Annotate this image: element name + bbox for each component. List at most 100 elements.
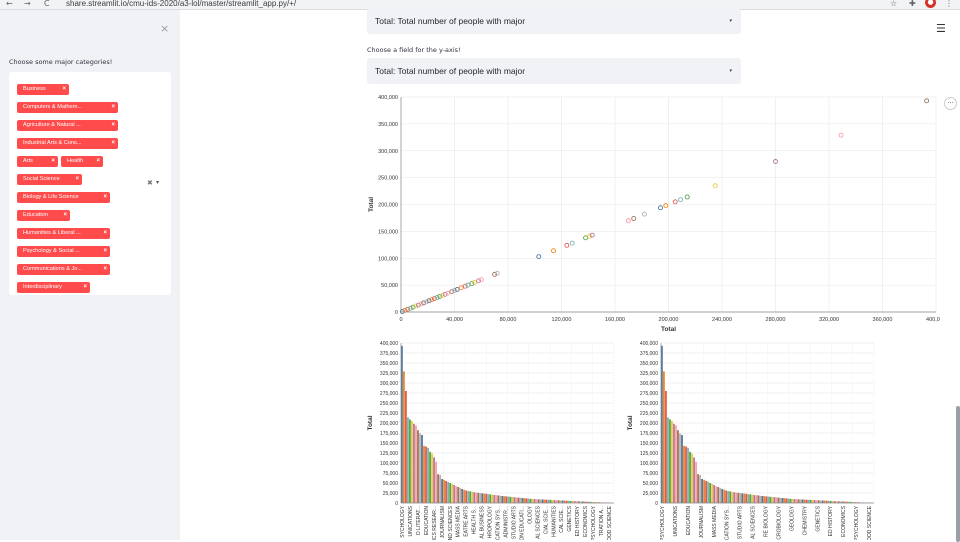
bar[interactable]: [560, 500, 562, 503]
category-multiselect[interactable]: Business×Computers & Mathem...×Agricultu…: [9, 72, 171, 295]
scatter-point[interactable]: [685, 195, 689, 199]
bar[interactable]: [737, 493, 739, 503]
extension-icon[interactable]: ✚: [909, 0, 916, 8]
bar[interactable]: [508, 497, 510, 503]
bar[interactable]: [457, 487, 459, 503]
bar[interactable]: [671, 421, 673, 503]
bar-chart-right[interactable]: 025,00050,00075,000100,000125,000150,000…: [620, 338, 880, 540]
bar[interactable]: [546, 500, 548, 503]
scatter-point[interactable]: [673, 200, 677, 204]
back-icon[interactable]: ←: [6, 0, 13, 8]
y-field-select[interactable]: Total: Total number of people with major…: [367, 58, 741, 84]
bar[interactable]: [501, 496, 503, 503]
bar[interactable]: [415, 425, 417, 503]
bar[interactable]: [761, 496, 763, 503]
bar[interactable]: [437, 474, 439, 503]
chip-remove-icon[interactable]: ×: [62, 84, 66, 95]
bar[interactable]: [409, 419, 411, 503]
scatter-point[interactable]: [658, 206, 662, 210]
bar[interactable]: [429, 452, 431, 503]
bar[interactable]: [443, 480, 445, 503]
chip-remove-icon[interactable]: ×: [111, 138, 115, 149]
bar[interactable]: [745, 494, 747, 503]
bar[interactable]: [497, 495, 499, 503]
bar[interactable]: [461, 489, 463, 503]
menu-icon[interactable]: ☰: [936, 22, 946, 35]
bar[interactable]: [473, 492, 475, 503]
bar[interactable]: [770, 497, 772, 503]
scatter-point[interactable]: [679, 198, 683, 202]
bar[interactable]: [439, 475, 441, 503]
bar[interactable]: [820, 500, 822, 503]
scatter-point[interactable]: [459, 286, 463, 290]
bar[interactable]: [520, 498, 522, 503]
bar[interactable]: [679, 433, 681, 503]
scatter-point[interactable]: [632, 216, 636, 220]
chip-remove-icon[interactable]: ×: [103, 192, 107, 203]
chip-remove-icon[interactable]: ×: [83, 282, 87, 293]
bar[interactable]: [431, 453, 433, 503]
scatter-point[interactable]: [570, 241, 574, 245]
bar[interactable]: [554, 500, 556, 503]
bar[interactable]: [788, 499, 790, 503]
bar[interactable]: [489, 494, 491, 503]
bar[interactable]: [463, 490, 465, 503]
scatter-point[interactable]: [626, 219, 630, 223]
bar[interactable]: [776, 497, 778, 503]
bar[interactable]: [417, 430, 419, 503]
bar[interactable]: [824, 501, 826, 503]
bar[interactable]: [741, 493, 743, 503]
forward-icon[interactable]: →: [24, 0, 31, 8]
scatter-point[interactable]: [839, 133, 843, 137]
bar[interactable]: [709, 483, 711, 503]
scatter-point[interactable]: [664, 204, 668, 208]
chip-remove-icon[interactable]: ×: [103, 228, 107, 239]
bar[interactable]: [699, 475, 701, 503]
bar[interactable]: [685, 447, 687, 503]
bar[interactable]: [477, 493, 479, 503]
bar[interactable]: [763, 496, 765, 503]
bar[interactable]: [735, 493, 737, 503]
bar[interactable]: [451, 484, 453, 503]
bar[interactable]: [810, 500, 812, 503]
bar[interactable]: [713, 485, 715, 503]
chart-actions-icon[interactable]: ···: [944, 97, 957, 110]
star-icon[interactable]: ☆: [890, 0, 897, 8]
bar[interactable]: [818, 500, 820, 503]
bar[interactable]: [667, 417, 669, 503]
clear-all-icon[interactable]: ✖: [147, 179, 153, 187]
bar[interactable]: [435, 462, 437, 503]
close-icon[interactable]: ×: [160, 22, 169, 35]
x-field-select[interactable]: Total: Total number of people with major…: [367, 8, 741, 34]
bar[interactable]: [481, 493, 483, 503]
bar[interactable]: [423, 446, 425, 503]
bar[interactable]: [768, 497, 770, 503]
bar[interactable]: [485, 494, 487, 503]
bar[interactable]: [556, 500, 558, 503]
bar[interactable]: [558, 500, 560, 503]
bar[interactable]: [526, 498, 528, 503]
chip-remove-icon[interactable]: ×: [51, 156, 55, 167]
bar[interactable]: [723, 490, 725, 503]
bar[interactable]: [536, 499, 538, 503]
bar[interactable]: [548, 500, 550, 503]
scrollbar[interactable]: [956, 406, 960, 542]
bar[interactable]: [759, 496, 761, 503]
bar[interactable]: [510, 497, 512, 503]
bar[interactable]: [530, 499, 532, 503]
bar[interactable]: [778, 498, 780, 503]
bar[interactable]: [707, 482, 709, 503]
bar[interactable]: [491, 495, 493, 503]
bar[interactable]: [739, 493, 741, 503]
bar[interactable]: [407, 417, 409, 503]
bar[interactable]: [564, 501, 566, 503]
bar[interactable]: [751, 495, 753, 503]
bar[interactable]: [483, 494, 485, 503]
reload-icon[interactable]: C: [44, 0, 50, 8]
bar[interactable]: [715, 486, 717, 503]
bar[interactable]: [705, 481, 707, 503]
bar[interactable]: [719, 488, 721, 503]
bar[interactable]: [711, 484, 713, 503]
scatter-point[interactable]: [713, 184, 717, 188]
scatter-point[interactable]: [584, 236, 588, 240]
